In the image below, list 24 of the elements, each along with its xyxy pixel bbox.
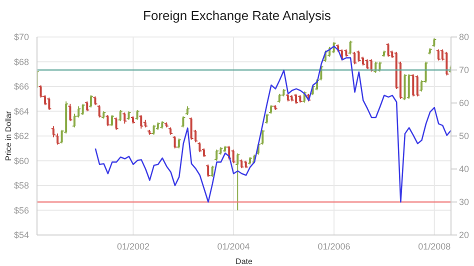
y-tick-label: $66 bbox=[14, 82, 29, 92]
y2-tick-label: 50 bbox=[459, 131, 470, 142]
y2-tick-label: 40 bbox=[459, 164, 470, 174]
y-tick-label: $64 bbox=[14, 106, 29, 116]
line-series bbox=[94, 46, 451, 203]
x-tick-label: 01/2002 bbox=[116, 241, 150, 252]
y-tick-label: $58 bbox=[14, 180, 29, 191]
x-tick-label: 01/2006 bbox=[318, 241, 350, 252]
y-tick-label: $70 bbox=[14, 32, 29, 42]
y-tick-label: $54 bbox=[14, 230, 29, 240]
y2-tick-label: 80 bbox=[459, 32, 470, 42]
y-tick-label: $60 bbox=[14, 156, 29, 166]
y2-tick-label: 60 bbox=[459, 98, 470, 108]
y-tick-label: $62 bbox=[14, 131, 29, 142]
y2-tick-label: 20 bbox=[459, 230, 470, 240]
y2-tick-label: 30 bbox=[459, 197, 470, 208]
x-axis-title: Date bbox=[236, 257, 253, 266]
y-tick-label: $68 bbox=[14, 56, 29, 67]
y-tick-label: $56 bbox=[14, 205, 29, 216]
x-tick-label: 01/2004 bbox=[217, 241, 250, 252]
y2-tick-label: 70 bbox=[459, 65, 470, 76]
y-axis-title: Price in Dollar bbox=[4, 110, 13, 161]
chart-title: Foreign Exchange Rate Analysis bbox=[142, 8, 332, 23]
x-tick-label: 01/2008 bbox=[418, 241, 451, 252]
